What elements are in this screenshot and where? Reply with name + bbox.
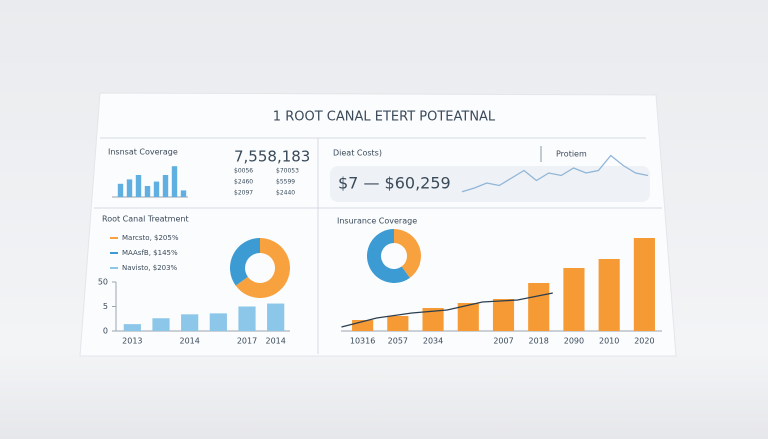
bar — [162, 175, 169, 197]
bar — [123, 324, 141, 331]
bar — [352, 320, 374, 331]
y-tick-label: 0 — [103, 327, 108, 336]
legend-label: MAAsfB, $145% — [122, 249, 178, 257]
legend-label: Marcsto, $205% — [122, 234, 179, 242]
x-tick-label: 2014 — [179, 337, 199, 346]
bar — [563, 268, 585, 331]
panel-label: Protiem — [556, 150, 587, 159]
total: 7,558,183 — [234, 148, 310, 166]
bar — [171, 166, 178, 197]
cell: $2460 — [234, 179, 253, 186]
panel-label: Insurance Coverage — [337, 217, 417, 226]
x-tick-label: 2014 — [265, 337, 285, 346]
bar — [209, 313, 227, 331]
bar — [492, 299, 515, 331]
x-tick-label: 2017 — [237, 337, 257, 346]
bar — [181, 314, 199, 331]
bar — [126, 179, 133, 197]
x-tick-label: 2018 — [529, 337, 549, 346]
line — [341, 292, 553, 328]
bar — [457, 303, 479, 331]
bar — [387, 316, 409, 331]
bar — [422, 308, 444, 331]
cell: $0056 — [234, 168, 253, 175]
bar — [528, 283, 550, 331]
card — [79, 92, 677, 357]
cell: $2440 — [276, 190, 295, 197]
x-tick-label: 2013 — [122, 337, 142, 346]
bar — [598, 259, 620, 331]
line — [461, 154, 649, 193]
cell: $2097 — [234, 190, 253, 197]
bar — [144, 186, 151, 197]
x-tick-label: 2007 — [493, 337, 513, 346]
donut-slice — [394, 229, 421, 278]
x-tick-label: 2034 — [423, 337, 443, 346]
bar — [238, 306, 256, 331]
bar — [633, 238, 655, 331]
donut-slice — [366, 229, 410, 284]
legend-label: Navisto, $203% — [122, 264, 178, 272]
bar — [135, 175, 142, 197]
cell: $70053 — [276, 168, 299, 175]
bar — [153, 181, 160, 197]
bar — [267, 303, 285, 331]
bar — [117, 183, 124, 197]
x-tick-label: 2020 — [634, 337, 654, 346]
cost-range: $7 — $60,259 — [338, 174, 451, 193]
panel-label: Insnsat Coverage — [108, 148, 178, 157]
bar — [152, 318, 170, 331]
x-tick-label: 10316 — [350, 337, 375, 346]
y-tick-label: 5 — [103, 302, 108, 311]
x-tick-label: 2090 — [564, 337, 584, 346]
title: 1 ROOT CANAL ETERT POTEATNAL — [273, 110, 496, 125]
cell: $5599 — [276, 179, 295, 186]
donut-slice — [235, 238, 290, 298]
bar — [180, 190, 187, 197]
panel-label: Root Canal Treatment — [102, 215, 189, 224]
x-tick-label: 2057 — [388, 337, 408, 346]
x-tick-label: 2010 — [599, 337, 619, 346]
donut-slice — [230, 238, 260, 286]
panel-label: Dieat Costs) — [333, 149, 382, 158]
y-tick-label: 50 — [98, 278, 108, 287]
